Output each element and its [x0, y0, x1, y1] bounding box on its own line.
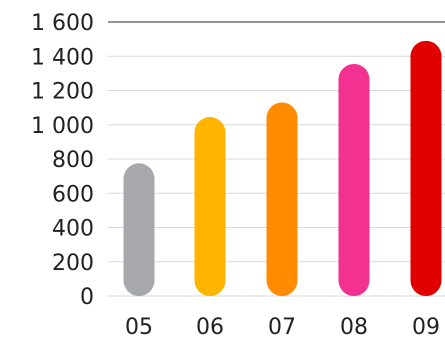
- y-tick-label: 400: [52, 217, 94, 242]
- y-tick-label: 800: [52, 148, 94, 173]
- bar-05: [123, 163, 155, 296]
- y-tick-label: 600: [52, 182, 94, 207]
- x-tick-label: 05: [125, 315, 153, 338]
- y-tick-label: 0: [80, 285, 94, 310]
- y-tick-label: 1 200: [31, 80, 94, 105]
- y-tick-label: 1 000: [31, 114, 94, 139]
- bar-07: [266, 102, 298, 296]
- y-tick-label: 1 400: [31, 45, 94, 70]
- x-tick-label: 07: [268, 315, 296, 338]
- x-tick-label: 08: [340, 315, 368, 338]
- bar-09: [410, 40, 442, 297]
- bar-06: [194, 117, 226, 296]
- x-tick-label: 06: [196, 315, 224, 338]
- bar-08: [338, 63, 370, 296]
- x-tick-label: 09: [412, 315, 440, 338]
- y-tick-label: 1 600: [31, 11, 94, 36]
- y-tick-label: 200: [52, 251, 94, 276]
